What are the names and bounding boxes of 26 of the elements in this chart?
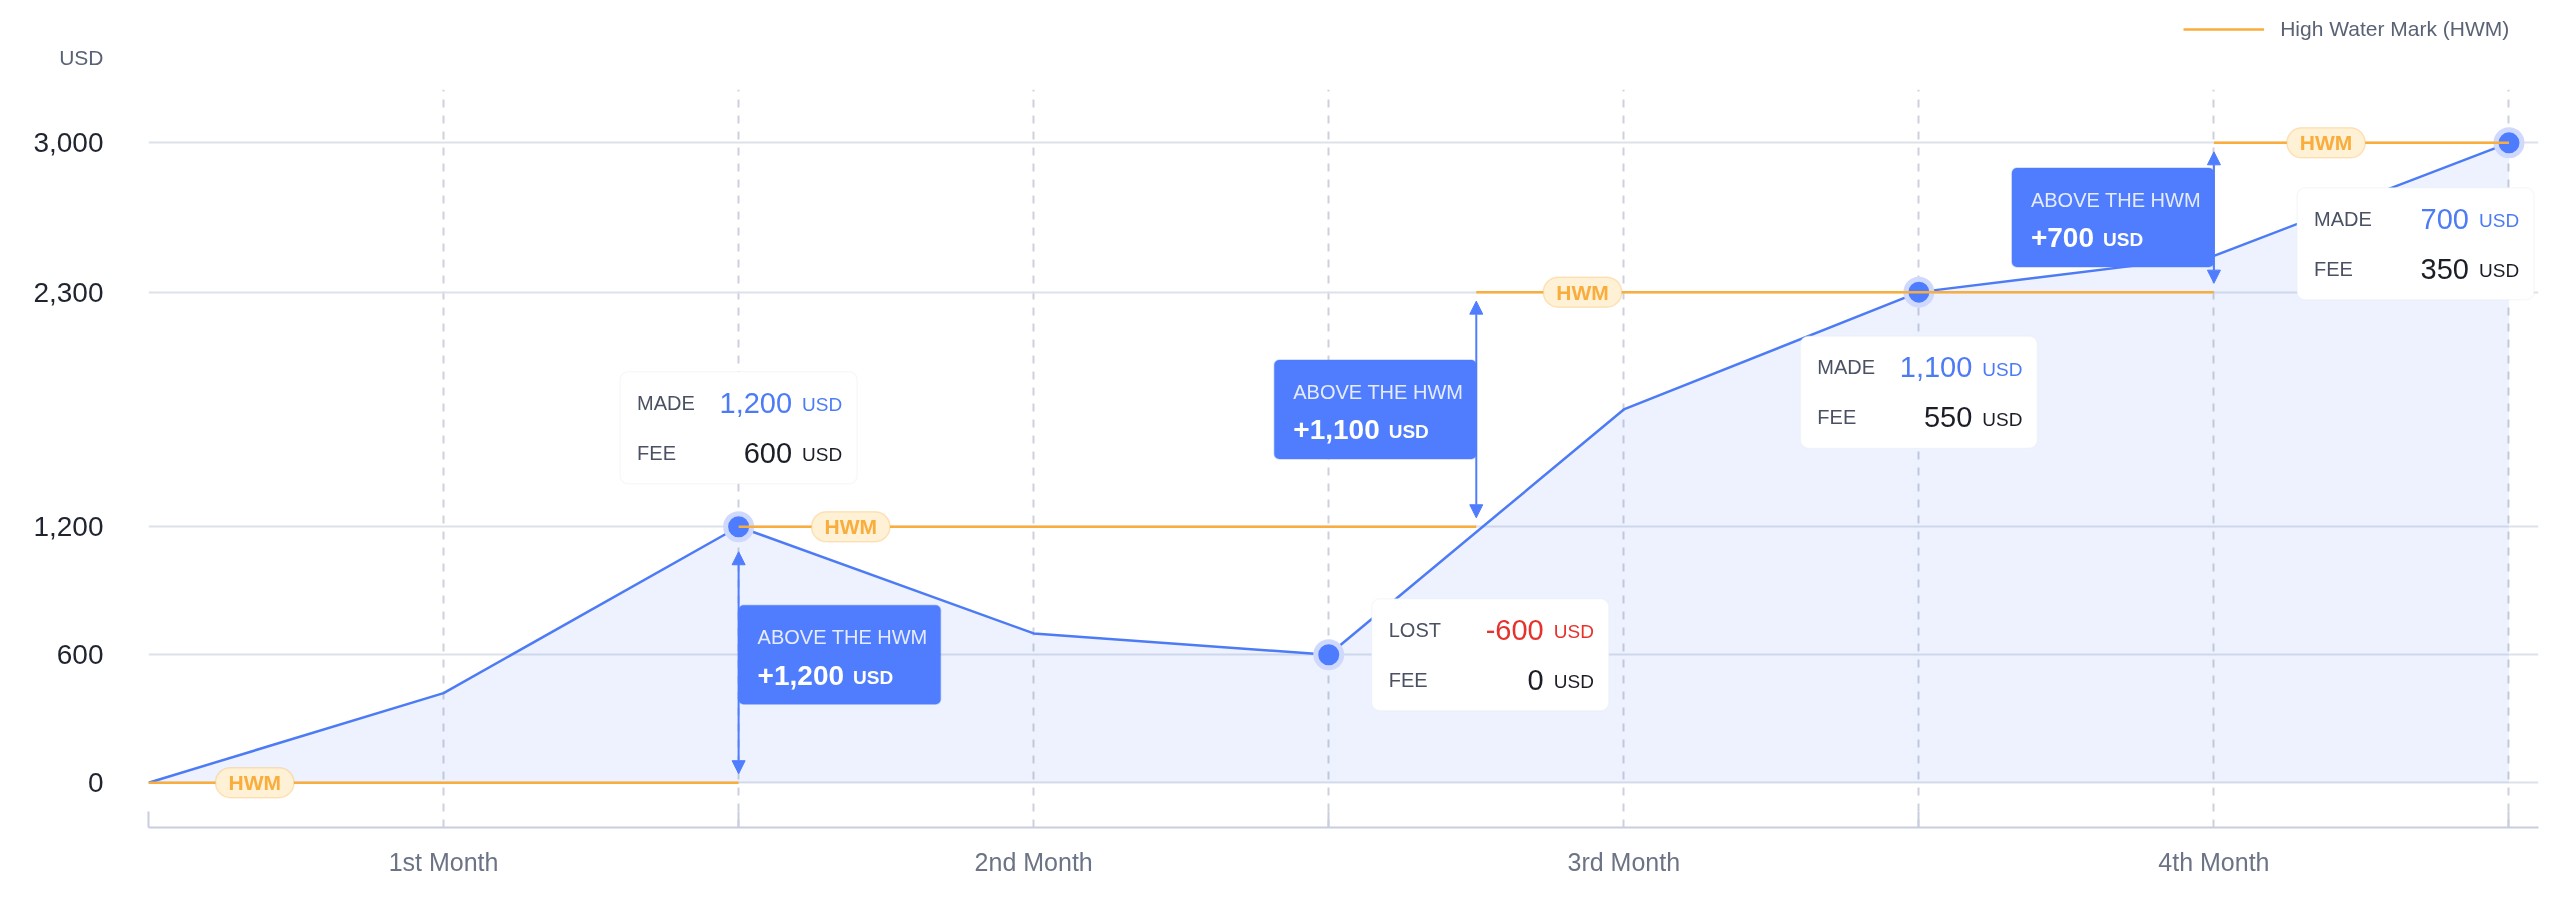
x-tick-label: 1st Month	[388, 847, 499, 876]
y-tick-label: 3,000	[33, 127, 104, 159]
y-axis-title: USD	[59, 46, 104, 69]
annotation: HWM	[824, 515, 877, 539]
text: MADE 1,200 USD FEE 600 USD	[637, 386, 843, 469]
text: LOST -600 USD FEE 0 USD	[1388, 613, 1594, 696]
y-tick-label: 600	[56, 639, 104, 671]
y-tick-label: 1,200	[33, 511, 104, 543]
text: MADE 700 USD FEE 350 USD	[2313, 202, 2520, 285]
annotation: HWM	[228, 771, 281, 795]
annotation: ABOVE THE HWM +1,200 USD	[757, 626, 928, 691]
x-tick-label: 2nd Month	[974, 847, 1093, 876]
annotation: ABOVE THE HWM +700 USD	[2030, 188, 2201, 254]
point	[1903, 276, 1935, 308]
point	[1313, 639, 1345, 671]
y-tick-label: 0	[87, 767, 104, 799]
x-tick-label: 3rd Month	[1567, 847, 1681, 876]
legend-label: High Water Mark (HWM)	[2280, 17, 2510, 41]
point	[723, 511, 755, 543]
text: MADE 1,100 USD FEE 550 USD	[1817, 351, 2023, 434]
annotation: HWM	[2299, 131, 2353, 155]
annotation: ABOVE THE HWM +1,100 USD	[1293, 380, 1463, 446]
point	[2493, 127, 2525, 159]
x-tick-label: 4th Month	[2158, 847, 2270, 876]
annotation: HWM	[1556, 280, 1609, 304]
y-tick-label: 2,300	[33, 276, 104, 308]
